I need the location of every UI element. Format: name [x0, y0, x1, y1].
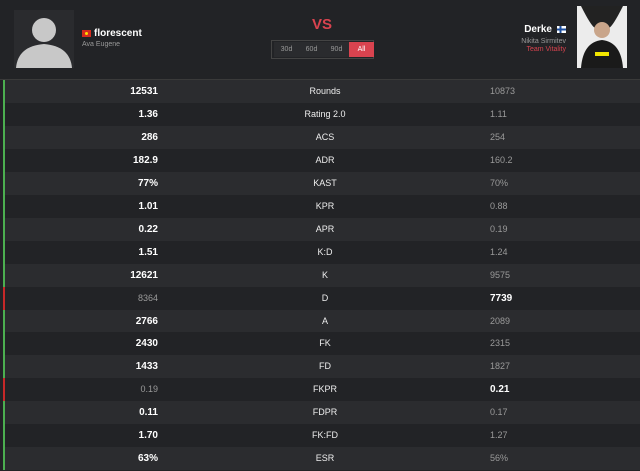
stat-name: FK:FD — [312, 430, 338, 441]
stat-name: Rating 2.0 — [304, 108, 346, 119]
period-button[interactable]: All — [349, 42, 374, 57]
right-value: 0.88 — [490, 200, 508, 211]
right-value: 2089 — [490, 315, 511, 326]
right-flag — [557, 26, 566, 33]
stat-name: KPR — [315, 200, 335, 211]
left-value: 1.70 — [138, 430, 158, 442]
stat-name: FDPR — [312, 407, 338, 418]
stat-row: 8364 D 7739 — [3, 286, 640, 310]
right-value: 1827 — [490, 361, 511, 372]
left-value: 0.11 — [139, 407, 158, 419]
stat-row: 2430 FK 2315 — [3, 332, 640, 356]
right-value: 9575 — [490, 269, 511, 280]
left-value: 77% — [137, 177, 158, 189]
left-value: 1.51 — [138, 246, 158, 258]
left-value: 1.36 — [138, 108, 158, 120]
right-value: 70% — [490, 177, 509, 188]
period-button[interactable]: 90d — [324, 42, 349, 57]
right-value: 2315 — [490, 338, 511, 349]
left-value: 63% — [137, 453, 158, 465]
right-value: 1.27 — [490, 430, 508, 441]
right-value: 1.11 — [490, 108, 507, 119]
stat-name: A — [321, 315, 328, 326]
stat-row: 1.70 FK:FD 1.27 — [3, 424, 640, 448]
stat-name: ACS — [315, 131, 335, 142]
stat-row: 77% KAST 70% — [3, 171, 640, 195]
stat-name: FKPR — [312, 384, 337, 395]
stat-name: K:D — [317, 246, 333, 257]
stat-name: D — [321, 292, 329, 303]
right-name: Derke — [524, 24, 552, 35]
left-flag — [82, 30, 91, 37]
left-value: 12531 — [130, 86, 158, 97]
right-value: 1.24 — [490, 246, 508, 257]
right-value: 10873 — [490, 86, 516, 96]
stat-name: FD — [319, 361, 331, 372]
right-real-name: Nikita Sirmitev — [521, 38, 566, 45]
left-value: 0.22 — [138, 223, 158, 235]
right-team: Team Vitality — [526, 46, 566, 53]
stat-row: 182.9 ADR 160.2 — [3, 148, 640, 172]
period-button[interactable]: 60d — [299, 42, 324, 57]
stat-row: 0.22 APR 0.19 — [3, 217, 640, 241]
right-value: 0.19 — [490, 223, 508, 234]
period-selector: 30d 60d 90d All — [271, 0, 375, 60]
right-value: 56% — [490, 453, 509, 464]
stat-name: ESR — [315, 453, 335, 464]
stat-row: 12621 K 9575 — [3, 263, 640, 287]
stat-row: 0.19 FKPR 0.21 — [3, 378, 640, 402]
stat-row: 1.36 Rating 2.0 1.11 — [3, 102, 640, 126]
left-value: 12621 — [130, 269, 158, 281]
left-value: 1433 — [135, 361, 158, 373]
vs-label: VS — [311, 16, 332, 33]
left-value: 182.9 — [132, 154, 158, 166]
right-value: 7739 — [490, 292, 513, 304]
right-avatar — [577, 6, 627, 68]
stat-row: 1.01 KPR 0.88 — [3, 194, 640, 218]
right-value: 254 — [490, 131, 506, 142]
stat-row: 63% ESR 56% — [3, 447, 640, 471]
stat-row: 1.51 K:D 1.24 — [3, 240, 640, 264]
stat-row: 1433 FD 1827 — [3, 355, 640, 379]
left-value: 1.01 — [138, 200, 158, 212]
stat-name: K — [321, 269, 328, 280]
left-value: 0.19 — [140, 384, 158, 395]
right-value: 0.21 — [490, 384, 510, 396]
stat-name: ADR — [315, 154, 335, 165]
stat-name: Rounds — [309, 86, 341, 96]
left-value: 286 — [141, 131, 158, 143]
stat-row: 12531 Rounds 10873 — [3, 80, 640, 103]
period-button[interactable]: 30d — [274, 42, 299, 57]
left-value: 2430 — [135, 338, 158, 350]
stat-row: 286 ACS 254 — [3, 125, 640, 149]
left-avatar — [14, 10, 74, 68]
stat-name: FK — [319, 338, 331, 349]
stat-row: 0.11 FDPR 0.17 — [3, 401, 640, 425]
left-real-name: Ava Eugene — [82, 41, 121, 48]
left-value: 2766 — [135, 315, 158, 327]
stat-name: APR — [315, 223, 335, 234]
right-value: 160.2 — [490, 154, 513, 165]
header-divider — [0, 79, 640, 80]
stat-row: 2766 A 2089 — [3, 309, 640, 333]
left-name: florescent — [94, 28, 142, 39]
left-value: 8364 — [137, 292, 158, 303]
stat-name: KAST — [313, 177, 337, 188]
right-value: 0.17 — [490, 407, 508, 418]
